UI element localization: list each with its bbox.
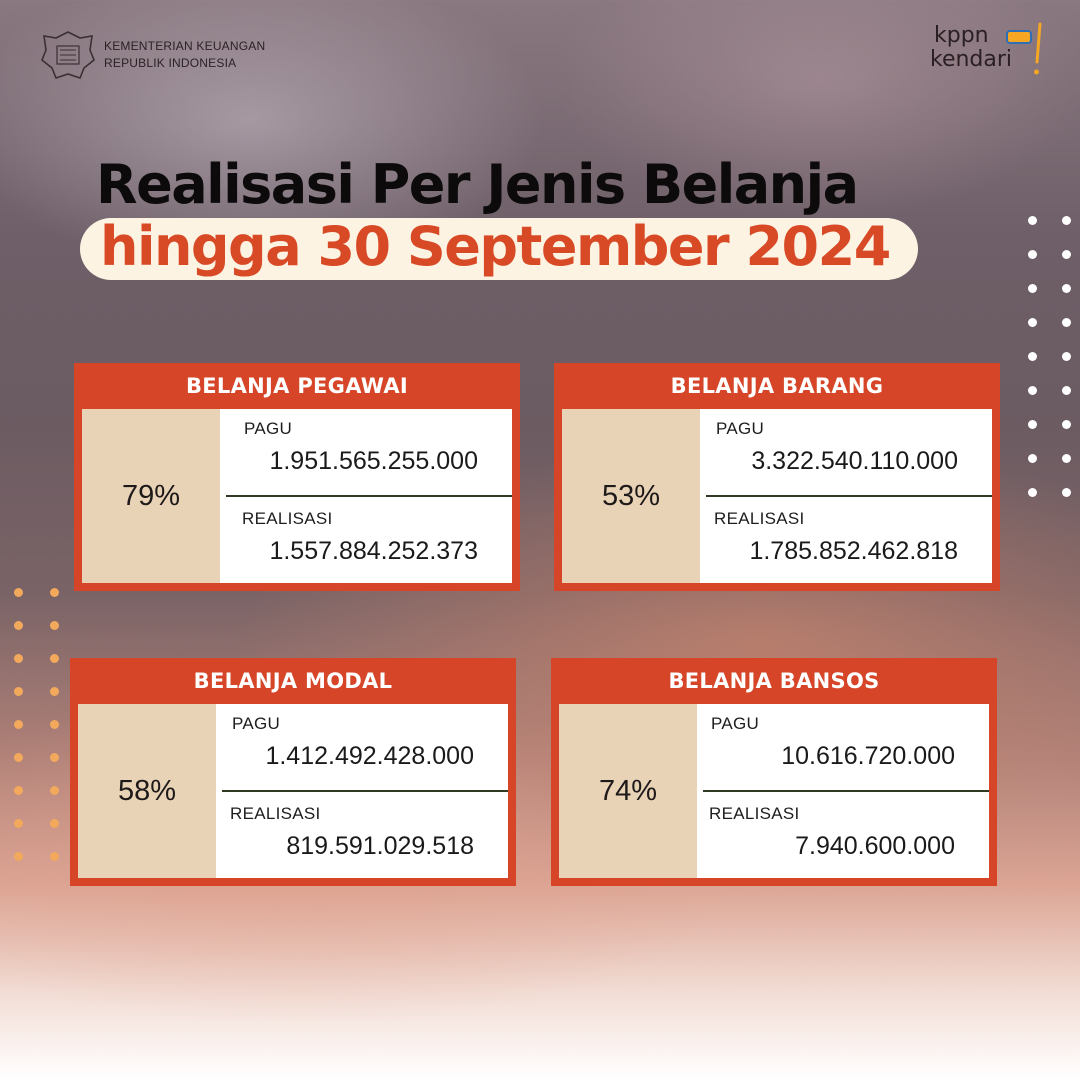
dot-icon [50, 621, 59, 630]
dot-icon [14, 654, 23, 663]
dot-icon [50, 819, 59, 828]
card-body: 58% PAGU 1.412.492.428.000 REALISASI 819… [78, 704, 508, 878]
dot-icon [1062, 488, 1071, 497]
dot-icon [50, 852, 59, 861]
ministry-logo: KEMENTERIAN KEUANGAN REPUBLIK INDONESIA [40, 30, 265, 80]
dot-icon [14, 819, 23, 828]
card-body: 74% PAGU 10.616.720.000 REALISASI 7.940.… [559, 704, 989, 878]
ministry-name: KEMENTERIAN KEUANGAN REPUBLIK INDONESIA [104, 38, 265, 72]
percent-value: 74% [559, 704, 697, 878]
kppn-badge-icon [1006, 30, 1032, 44]
card-title: BELANJA MODAL [193, 669, 393, 693]
page-title: Realisasi Per Jenis Belanja [96, 153, 859, 216]
dot-icon [1062, 318, 1071, 327]
dot-icon [14, 786, 23, 795]
pagu-label: PAGU [711, 714, 760, 733]
dot-icon [1028, 318, 1037, 327]
dot-icon [1062, 216, 1071, 225]
dot-icon [1028, 488, 1037, 497]
card-title: BELANJA BARANG [670, 374, 884, 398]
ministry-name-line1: KEMENTERIAN KEUANGAN [104, 39, 266, 53]
subtitle-pill [80, 218, 918, 280]
card-belanja-pegawai: BELANJA PEGAWAI 79% PAGU 1.951.565.255.0… [74, 363, 520, 591]
dot-icon [50, 588, 59, 597]
dot-icon [1028, 284, 1037, 293]
dot-icon [1028, 216, 1037, 225]
realisasi-label: REALISASI [242, 509, 333, 528]
dot-icon [1062, 420, 1071, 429]
dot-icon [14, 852, 23, 861]
kppn-logo-line2: kendari [930, 47, 1013, 72]
kppn-accent-stroke-icon [1034, 22, 1042, 75]
divider [706, 495, 992, 497]
dot-icon [50, 720, 59, 729]
realisasi-label: REALISASI [230, 804, 321, 823]
dot-icon [14, 720, 23, 729]
card-title: BELANJA BANSOS [668, 669, 880, 693]
card-belanja-bansos: BELANJA BANSOS 74% PAGU 10.616.720.000 R… [551, 658, 997, 886]
dot-icon [1062, 386, 1071, 395]
pagu-label: PAGU [244, 419, 293, 438]
dot-icon [1062, 352, 1071, 361]
divider [703, 790, 989, 792]
dot-icon [50, 687, 59, 696]
divider [226, 495, 512, 497]
realisasi-value: 819.591.029.518 [286, 832, 474, 860]
card-body: 79% PAGU 1.951.565.255.000 REALISASI 1.5… [82, 409, 512, 583]
dot-icon [14, 621, 23, 630]
dot-icon [14, 588, 23, 597]
dot-icon [1028, 386, 1037, 395]
dot-icon [50, 753, 59, 762]
page-subtitle: hingga 30 September 2024 [100, 215, 891, 278]
pagu-value: 1.412.492.428.000 [265, 742, 474, 770]
decorative-dots-right [1028, 216, 1080, 522]
pagu-value: 3.322.540.110.000 [751, 447, 958, 475]
realisasi-label: REALISASI [709, 804, 800, 823]
dot-icon [50, 786, 59, 795]
percent-value: 58% [78, 704, 216, 878]
dot-icon [1028, 420, 1037, 429]
dot-icon [50, 654, 59, 663]
ministry-emblem-icon [41, 31, 95, 79]
dot-icon [1028, 454, 1037, 463]
realisasi-value: 1.785.852.462.818 [749, 537, 958, 565]
card-body: 53% PAGU 3.322.540.110.000 REALISASI 1.7… [562, 409, 992, 583]
divider [222, 790, 508, 792]
dot-icon [1062, 284, 1071, 293]
pagu-value: 1.951.565.255.000 [269, 447, 478, 475]
realisasi-label: REALISASI [714, 509, 805, 528]
card-belanja-barang: BELANJA BARANG 53% PAGU 3.322.540.110.00… [554, 363, 1000, 591]
kppn-logo: kppn kendari [926, 20, 1046, 80]
decorative-dots-left [14, 588, 86, 885]
pagu-label: PAGU [716, 419, 765, 438]
realisasi-value: 7.940.600.000 [795, 832, 955, 860]
realisasi-value: 1.557.884.252.373 [269, 537, 478, 565]
pagu-label: PAGU [232, 714, 281, 733]
dot-icon [1062, 250, 1071, 259]
ministry-name-line2: REPUBLIK INDONESIA [104, 56, 237, 70]
card-title: BELANJA PEGAWAI [185, 374, 408, 398]
dot-icon [14, 753, 23, 762]
percent-value: 79% [82, 409, 220, 583]
dot-icon [1028, 250, 1037, 259]
kppn-logo-line1: kppn [934, 23, 989, 48]
percent-value: 53% [562, 409, 700, 583]
card-belanja-modal: BELANJA MODAL 58% PAGU 1.412.492.428.000… [70, 658, 516, 886]
dot-icon [14, 687, 23, 696]
pagu-value: 10.616.720.000 [781, 742, 955, 770]
dot-icon [1028, 352, 1037, 361]
dot-icon [1062, 454, 1071, 463]
